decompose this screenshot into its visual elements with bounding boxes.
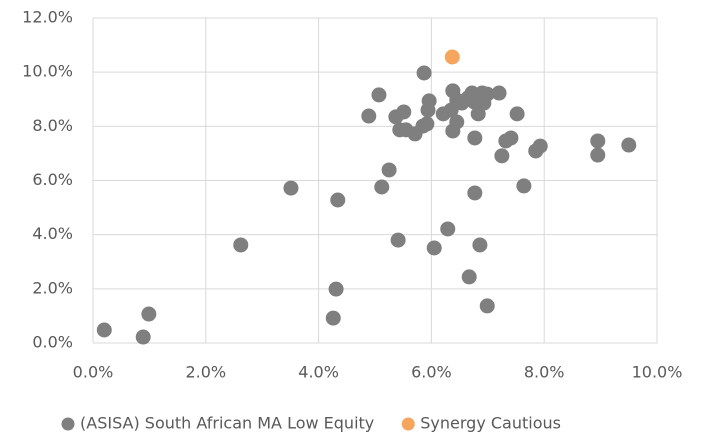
legend-label: Synergy Cautious bbox=[420, 414, 561, 433]
y-tick-label: 12.0% bbox=[22, 8, 73, 27]
point bbox=[479, 298, 495, 314]
point bbox=[135, 329, 151, 345]
legend-marker bbox=[61, 417, 75, 431]
point bbox=[532, 138, 548, 154]
point bbox=[503, 130, 519, 146]
point bbox=[283, 180, 299, 196]
point bbox=[371, 87, 387, 103]
point bbox=[416, 65, 432, 81]
point bbox=[449, 114, 465, 130]
legend-marker bbox=[401, 417, 415, 431]
point bbox=[444, 49, 460, 65]
y-tick-label: 2.0% bbox=[32, 278, 73, 297]
point bbox=[328, 281, 344, 297]
point bbox=[330, 192, 346, 208]
x-tick-label: 0.0% bbox=[73, 363, 114, 382]
x-tick-label: 4.0% bbox=[298, 363, 339, 382]
point bbox=[426, 240, 442, 256]
point bbox=[96, 322, 112, 338]
y-tick-label: 8.0% bbox=[32, 116, 73, 135]
point bbox=[467, 185, 483, 201]
point bbox=[467, 130, 483, 146]
x-tick-label: 8.0% bbox=[524, 363, 565, 382]
point bbox=[396, 104, 412, 120]
point bbox=[479, 86, 495, 102]
x-tick-label: 10.0% bbox=[632, 363, 683, 382]
point bbox=[621, 137, 637, 153]
point bbox=[461, 269, 477, 285]
point bbox=[590, 147, 606, 163]
point bbox=[516, 178, 532, 194]
y-tick-label: 6.0% bbox=[32, 170, 73, 189]
point bbox=[233, 237, 249, 253]
x-tick-label: 2.0% bbox=[185, 363, 226, 382]
point bbox=[440, 221, 456, 237]
point bbox=[361, 108, 377, 124]
point bbox=[472, 237, 488, 253]
point bbox=[390, 232, 406, 248]
point bbox=[374, 179, 390, 195]
y-tick-label: 10.0% bbox=[22, 62, 73, 81]
y-tick-label: 0.0% bbox=[32, 333, 73, 352]
point bbox=[494, 148, 510, 164]
point bbox=[509, 106, 525, 122]
point bbox=[325, 310, 341, 326]
point bbox=[421, 93, 437, 109]
point bbox=[381, 162, 397, 178]
point bbox=[491, 85, 507, 101]
y-tick-label: 4.0% bbox=[32, 224, 73, 243]
legend-label: (ASISA) South African MA Low Equity bbox=[80, 414, 374, 433]
x-tick-label: 6.0% bbox=[411, 363, 452, 382]
point bbox=[141, 306, 157, 322]
point bbox=[419, 116, 435, 132]
point bbox=[590, 133, 606, 149]
